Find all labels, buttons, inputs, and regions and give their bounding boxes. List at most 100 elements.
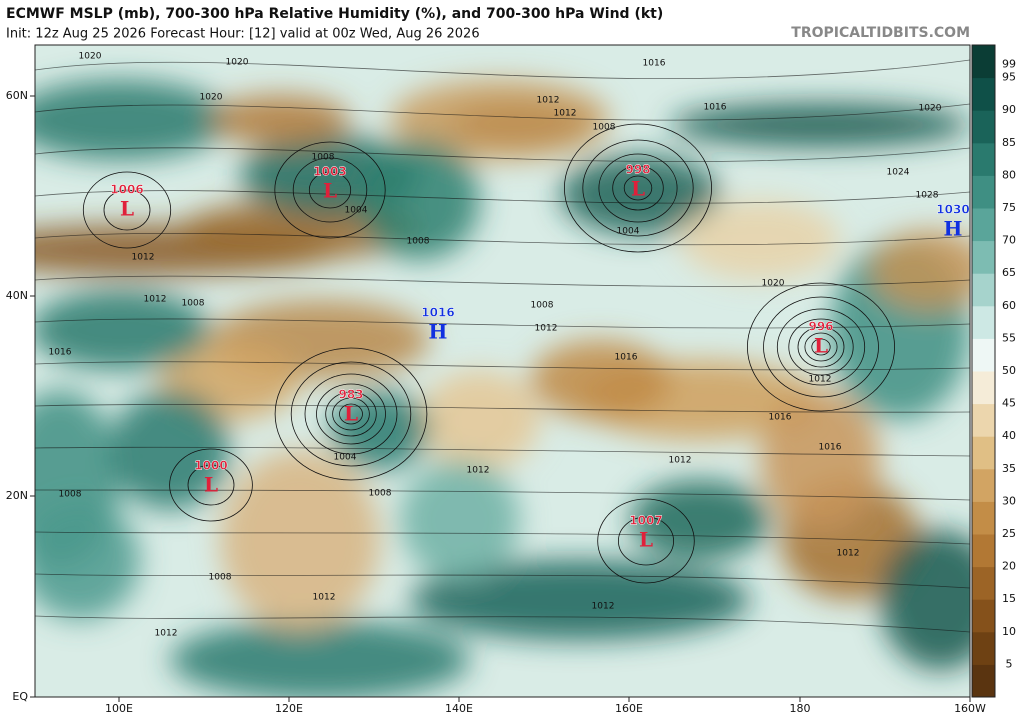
isobar	[35, 489, 970, 501]
isobar	[339, 403, 363, 425]
isobar	[35, 190, 970, 204]
isobar	[82, 171, 172, 249]
colorbar-label: 90	[1002, 103, 1016, 116]
isobar-label: 1020	[919, 104, 942, 114]
humidity-region	[110, 390, 230, 510]
colorbar-label: 95	[1002, 71, 1016, 84]
colorbar-frame	[971, 44, 996, 698]
isobar	[332, 397, 370, 431]
colorbar-label: 85	[1002, 136, 1016, 149]
colorbar-segment	[972, 142, 995, 176]
humidity-region	[630, 480, 770, 560]
isobar-label: 1028	[916, 191, 939, 201]
colorbar-label: 20	[1002, 560, 1016, 573]
colorbar-label: 55	[1002, 331, 1016, 344]
colorbar-label: 5	[1006, 657, 1013, 670]
isobar	[747, 282, 896, 412]
colorbar-segment	[972, 45, 995, 79]
isobar	[304, 373, 398, 455]
colorbar-segment	[972, 208, 995, 242]
subtitle: Init: 12z Aug 25 2026 Forecast Hour: [12…	[6, 27, 480, 42]
isobar-label: 1020	[762, 279, 785, 289]
lat-label: 20N	[6, 489, 28, 502]
isobar	[35, 573, 970, 589]
isobar-label: 1008	[369, 489, 392, 499]
isobar-label: 1008	[531, 301, 554, 311]
lon-label: 180	[790, 702, 811, 715]
isobar	[35, 275, 970, 287]
isobar-label: 1004	[345, 206, 368, 216]
isobar-label: 1016	[643, 59, 666, 69]
isobar	[35, 147, 970, 163]
isobar	[308, 171, 352, 209]
isobar	[623, 175, 653, 201]
isobar-label: 1020	[200, 93, 223, 103]
lat-label: 60N	[6, 89, 28, 102]
colorbar-label: 80	[1002, 168, 1016, 181]
humidity-region	[680, 200, 840, 280]
colorbar-segment	[972, 175, 995, 209]
isobar-label: 1020	[79, 52, 102, 62]
humidity-region	[35, 80, 230, 160]
colorbar-segment	[972, 534, 995, 568]
humidity-region	[35, 290, 210, 370]
isobar-label: 1016	[769, 413, 792, 423]
humidity-region	[35, 500, 140, 620]
colorbar-label: 15	[1002, 592, 1016, 605]
humidity-region	[420, 370, 540, 470]
humidity-region	[210, 95, 350, 145]
colorbar-segment	[972, 566, 995, 600]
lon-label: 160E	[615, 702, 643, 715]
source: TROPICALTIDBITS.COM	[791, 25, 970, 41]
colorbar-label: 65	[1002, 266, 1016, 279]
isobar	[35, 361, 970, 371]
isobar	[290, 361, 412, 467]
isobar-label: 1004	[334, 453, 357, 463]
colorbar-segment	[972, 436, 995, 470]
isobar	[598, 153, 678, 223]
lon-label: 160W	[954, 702, 986, 715]
center-letter: L	[323, 179, 337, 203]
colorbar-segment	[972, 110, 995, 144]
humidity-region	[760, 390, 880, 530]
colorbar-segment	[972, 77, 995, 111]
isobar	[35, 615, 970, 633]
colorbar-segment	[972, 273, 995, 307]
lat-label: 40N	[6, 289, 28, 302]
center-letter: L	[344, 402, 358, 426]
colorbar-label: 30	[1002, 494, 1016, 507]
isobar-label: 1008	[182, 299, 205, 309]
isobar-label: 1012	[467, 466, 490, 476]
colorbar-segment	[972, 338, 995, 372]
humidity-region	[870, 230, 970, 310]
isobar-label: 1008	[209, 573, 232, 583]
isobar	[797, 326, 845, 368]
isobar	[804, 332, 838, 362]
isobar-label: 1012	[809, 375, 832, 385]
center-pressure: 1006	[110, 183, 143, 197]
humidity-region	[390, 80, 610, 160]
isobar	[35, 404, 970, 413]
humidity-region	[670, 103, 970, 147]
colorbar-label: 70	[1002, 234, 1016, 247]
isobar-label: 1012	[554, 109, 577, 119]
isobar-label: 1012	[535, 324, 558, 334]
center-pressure: 983	[338, 388, 363, 402]
isobars	[35, 59, 970, 633]
colorbar-segment	[972, 371, 995, 405]
isobar	[618, 516, 675, 566]
isobar-label: 1016	[819, 443, 842, 453]
isobar-label: 1012	[132, 253, 155, 263]
center-pressure: 1016	[421, 306, 454, 320]
colorbar-segment	[972, 599, 995, 633]
isobar	[776, 308, 866, 386]
lon-label: 100E	[105, 702, 133, 715]
isobar-label: 1012	[837, 549, 860, 559]
isobar	[35, 531, 970, 545]
isobar	[292, 157, 368, 223]
isobar	[35, 446, 970, 457]
isobar	[582, 139, 694, 237]
colorbar-segment	[972, 664, 995, 698]
